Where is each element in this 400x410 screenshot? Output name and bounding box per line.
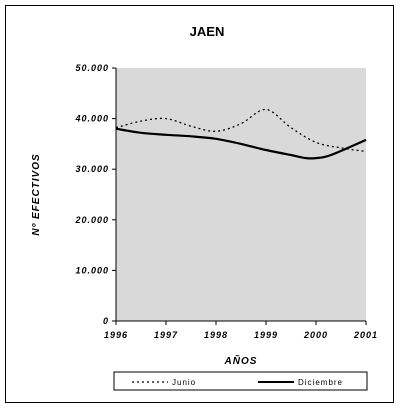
x-tick-label: 2001 (353, 330, 378, 340)
y-tick-label: 40.000 (74, 114, 109, 124)
chart-frame (5, 5, 394, 403)
x-tick-label: 1997 (154, 330, 178, 340)
y-tick-label: 30.000 (75, 164, 109, 174)
x-tick-label: 1996 (104, 330, 128, 340)
series-line-diciembre (115, 127, 367, 160)
y-axis-label: Nº EFECTIVOS (31, 153, 42, 235)
legend-box (113, 371, 368, 391)
x-axis-label: AÑOS (224, 354, 258, 367)
legend-label-diciembre: Diciembre (298, 378, 343, 387)
series-line-junio (115, 108, 367, 153)
plot-area (116, 68, 366, 321)
x-tick-label: 2000 (303, 330, 328, 340)
chart-title: JAEN (190, 24, 225, 39)
x-tick-label: 1998 (204, 330, 228, 340)
y-tick-label: 0 (103, 316, 109, 326)
y-tick-label: 10.000 (75, 265, 109, 275)
y-tick-label: 50.000 (75, 63, 109, 73)
legend: Junio Diciembre (113, 371, 368, 391)
y-tick-label: 20.000 (74, 215, 109, 225)
x-tick-label: 1999 (254, 330, 278, 340)
legend-label-junio: Junio (172, 378, 196, 387)
